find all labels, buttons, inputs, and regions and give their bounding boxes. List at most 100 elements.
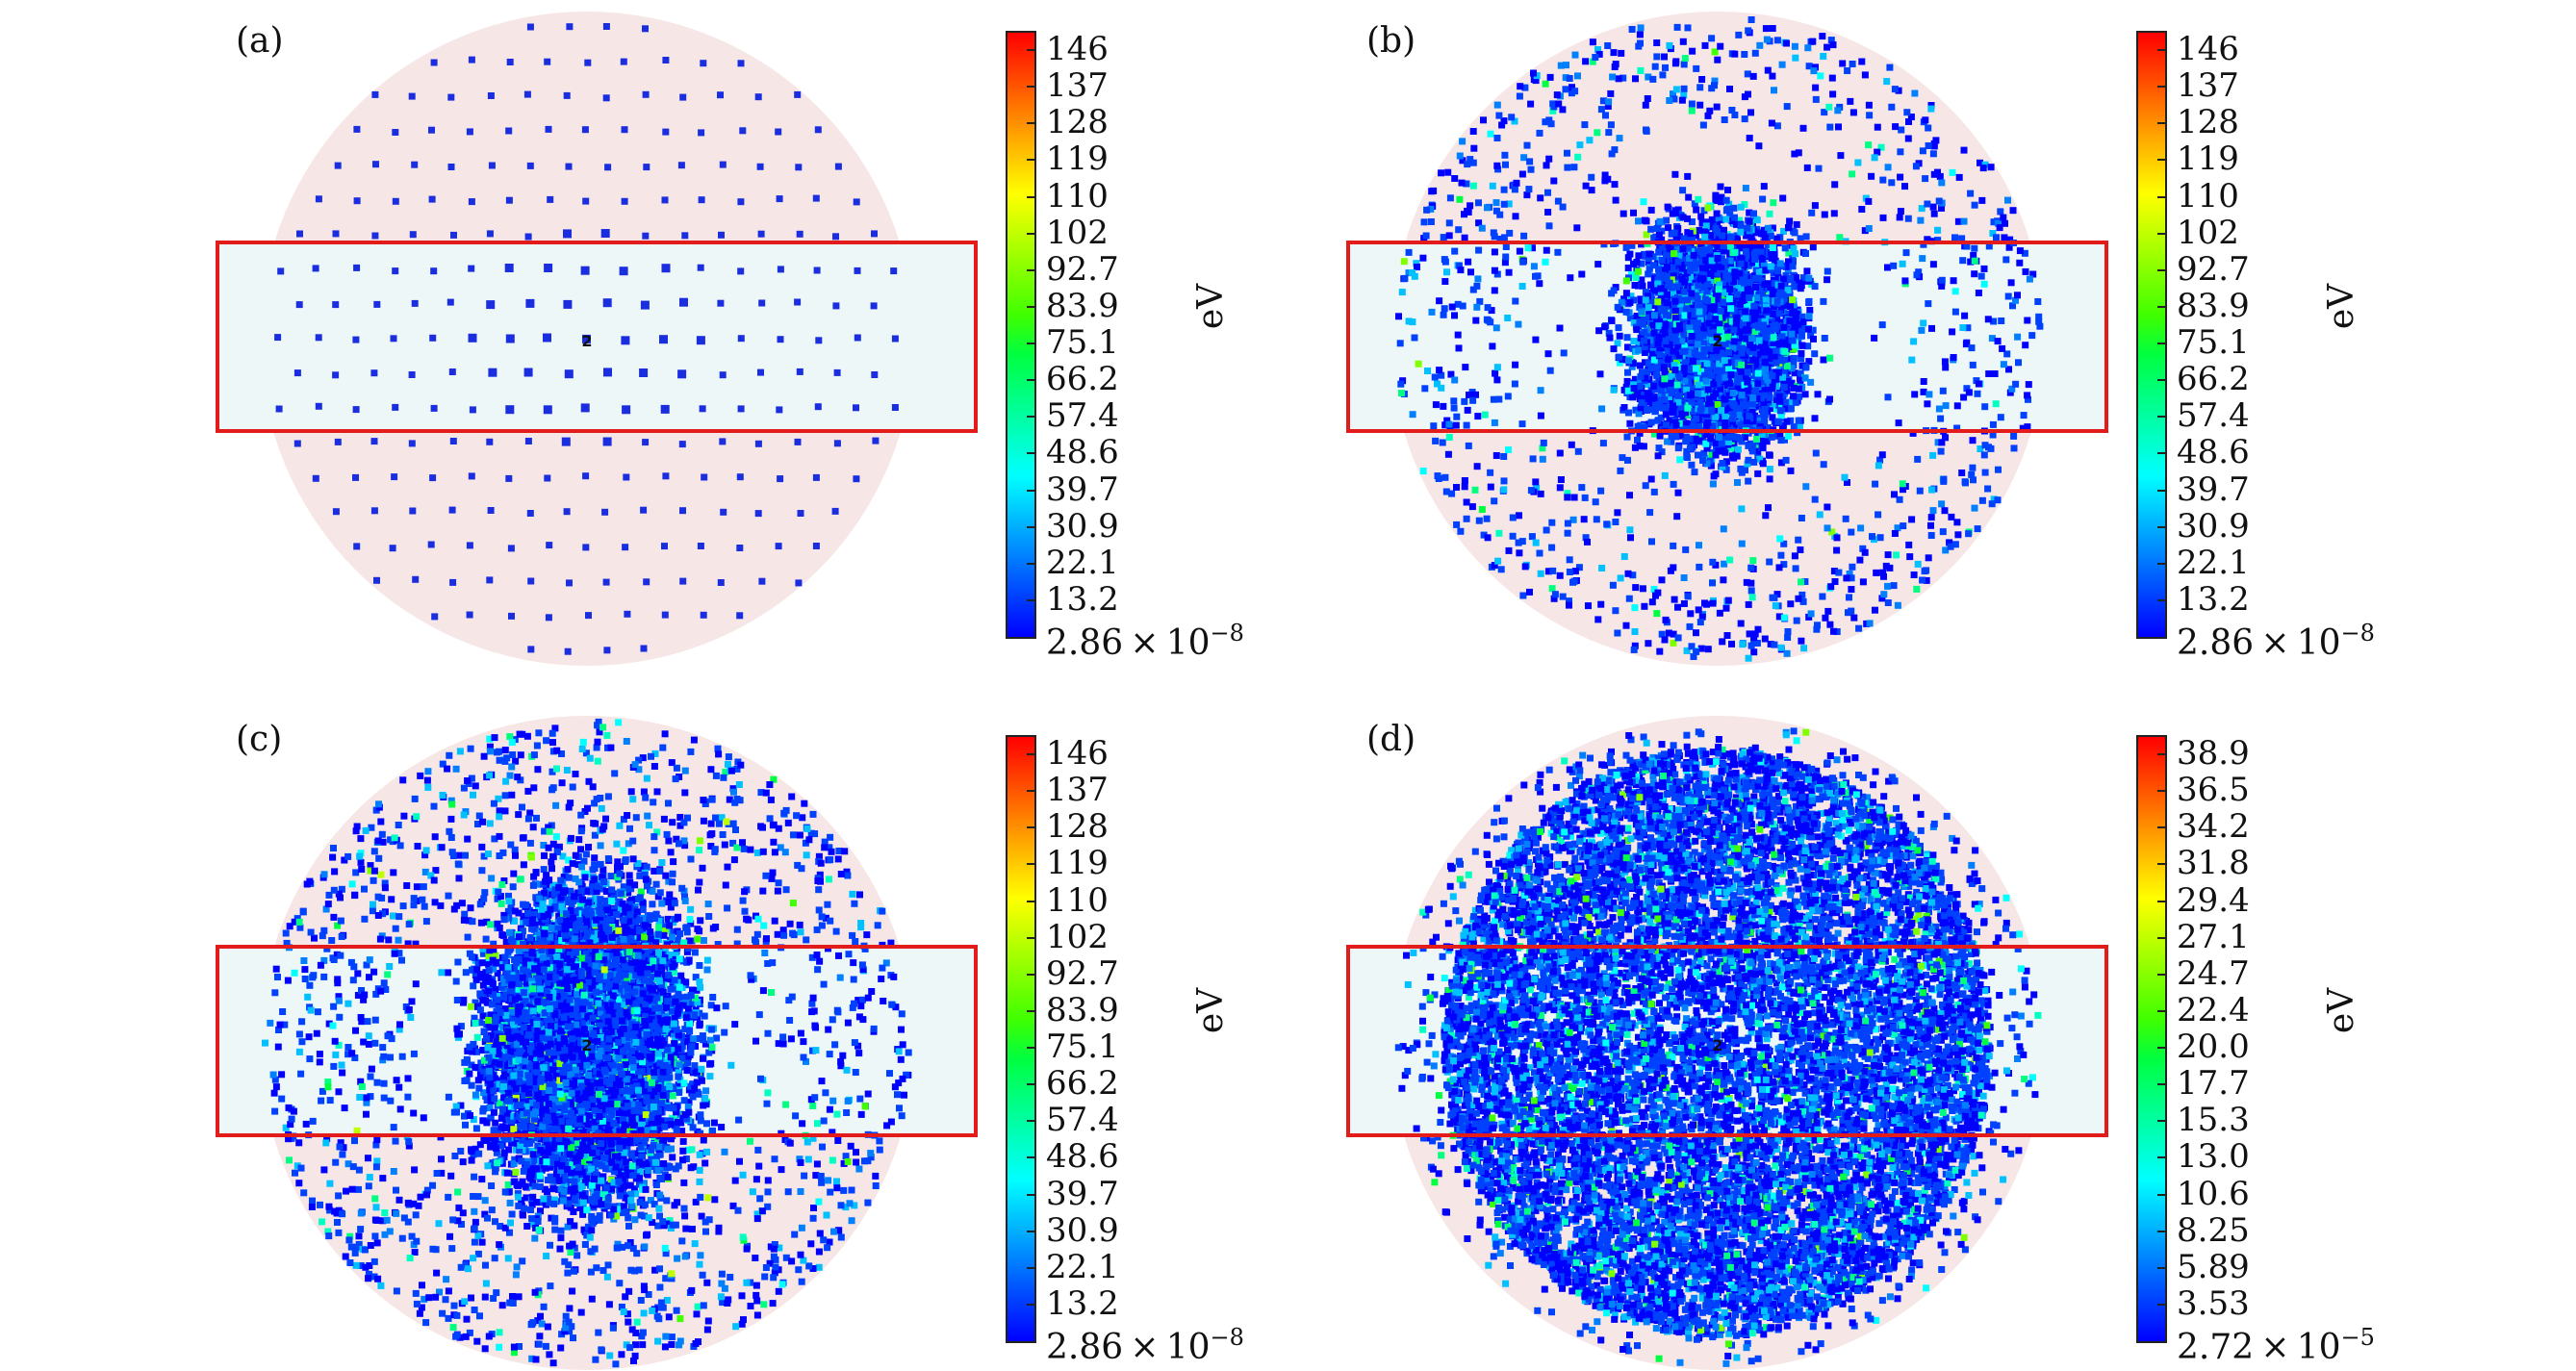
atom-marker bbox=[1641, 343, 1648, 350]
atom-marker bbox=[639, 368, 649, 377]
atom-marker bbox=[277, 267, 285, 275]
atom-marker bbox=[1805, 325, 1812, 333]
atom-marker bbox=[1807, 378, 1815, 386]
atom-marker bbox=[1723, 206, 1731, 214]
atom-marker bbox=[1753, 294, 1760, 302]
atom-marker bbox=[1625, 357, 1633, 365]
colorbar-tick-label: 102 bbox=[1046, 216, 1109, 249]
atom-marker bbox=[1630, 209, 1637, 216]
atom-marker bbox=[1686, 254, 1693, 262]
atom-marker bbox=[1754, 470, 1762, 477]
atom-marker bbox=[1642, 359, 1648, 367]
atom-marker bbox=[1717, 385, 1724, 393]
atom-marker bbox=[1781, 436, 1788, 444]
atom-marker bbox=[1692, 232, 1699, 240]
atom-marker bbox=[1765, 241, 1772, 248]
atom-marker bbox=[1638, 399, 1645, 407]
atom-marker bbox=[1752, 348, 1760, 356]
atom-marker bbox=[736, 612, 744, 620]
atom-marker bbox=[544, 474, 551, 482]
atom-marker bbox=[1790, 423, 1798, 431]
atom-marker bbox=[1768, 433, 1775, 441]
atom-marker bbox=[1633, 313, 1641, 319]
atom-marker bbox=[1702, 222, 1710, 230]
atom-marker bbox=[1668, 284, 1675, 292]
atom-marker bbox=[891, 335, 899, 343]
atom-marker bbox=[1820, 356, 1827, 364]
atom-marker bbox=[699, 405, 706, 413]
atom-marker bbox=[700, 60, 707, 67]
atom-marker bbox=[295, 301, 303, 309]
plot-area-b: 2 bbox=[1346, 12, 2108, 666]
atom-marker bbox=[1787, 380, 1795, 388]
atom-marker bbox=[1809, 326, 1817, 334]
atom-marker bbox=[1626, 315, 1634, 322]
atom-marker bbox=[1716, 355, 1723, 363]
atom-marker bbox=[1734, 365, 1742, 372]
atom-marker bbox=[758, 299, 766, 307]
atom-marker bbox=[1624, 368, 1631, 376]
atom-marker bbox=[1661, 381, 1669, 389]
atom-marker bbox=[353, 543, 361, 550]
atom-marker bbox=[391, 473, 398, 481]
atom-marker bbox=[1779, 424, 1787, 432]
atom-marker bbox=[1714, 243, 1722, 251]
atom-marker bbox=[1650, 430, 1658, 438]
atom-marker bbox=[1649, 350, 1657, 358]
atom-marker bbox=[719, 438, 727, 445]
atom-marker bbox=[681, 232, 689, 240]
atom-marker bbox=[447, 93, 455, 101]
colorbar-tick-label: 39.7 bbox=[1046, 473, 1119, 506]
atom-marker bbox=[1790, 393, 1798, 400]
atom-marker bbox=[1699, 390, 1706, 397]
atom-marker bbox=[661, 543, 668, 550]
atom-marker bbox=[815, 337, 823, 344]
atom-marker bbox=[1784, 432, 1792, 440]
atom-marker bbox=[1615, 324, 1622, 332]
atom-marker bbox=[1719, 460, 1726, 467]
atom-marker bbox=[1638, 276, 1645, 284]
atom-marker bbox=[1661, 471, 1669, 479]
atom-marker bbox=[1756, 455, 1764, 463]
atom-marker bbox=[1677, 403, 1685, 411]
atom-marker bbox=[1651, 407, 1659, 415]
atom-marker bbox=[831, 507, 839, 515]
atom-marker bbox=[334, 162, 342, 169]
atom-marker bbox=[1606, 334, 1614, 342]
atom-marker bbox=[582, 197, 590, 205]
atom-marker bbox=[1688, 399, 1696, 407]
atom-marker bbox=[1712, 413, 1720, 420]
atom-marker bbox=[1713, 210, 1721, 217]
atom-marker bbox=[1667, 330, 1674, 338]
atom-marker bbox=[1669, 419, 1676, 426]
atom-marker bbox=[624, 610, 631, 618]
atom-marker bbox=[1686, 444, 1694, 452]
atom-marker bbox=[1780, 227, 1787, 235]
atom-marker bbox=[1766, 317, 1773, 325]
atom-marker bbox=[1595, 327, 1603, 335]
atom-marker bbox=[1787, 467, 1795, 474]
atom-marker bbox=[1702, 431, 1710, 439]
atom-marker bbox=[1716, 360, 1723, 368]
atom-marker bbox=[1635, 267, 1642, 275]
atom-marker bbox=[679, 577, 687, 585]
atom-marker bbox=[408, 371, 416, 378]
atom-marker bbox=[1777, 459, 1785, 467]
atom-marker bbox=[487, 507, 495, 514]
atom-marker bbox=[1734, 384, 1742, 392]
colorbar-tick-mark bbox=[1027, 379, 1036, 382]
atom-marker bbox=[1616, 332, 1623, 340]
atom-marker bbox=[698, 196, 705, 204]
atom-marker bbox=[1637, 295, 1645, 303]
atom-marker bbox=[1765, 339, 1773, 346]
atom-marker bbox=[1757, 374, 1765, 382]
atom-marker bbox=[1645, 394, 1652, 401]
atom-marker bbox=[1797, 285, 1804, 292]
atom-marker bbox=[523, 368, 533, 377]
atom-marker bbox=[1707, 241, 1715, 248]
atom-marker bbox=[853, 475, 860, 483]
atom-marker bbox=[678, 441, 686, 448]
atom-marker bbox=[563, 508, 571, 516]
atom-marker bbox=[1792, 317, 1799, 323]
atom-marker bbox=[1639, 394, 1646, 402]
